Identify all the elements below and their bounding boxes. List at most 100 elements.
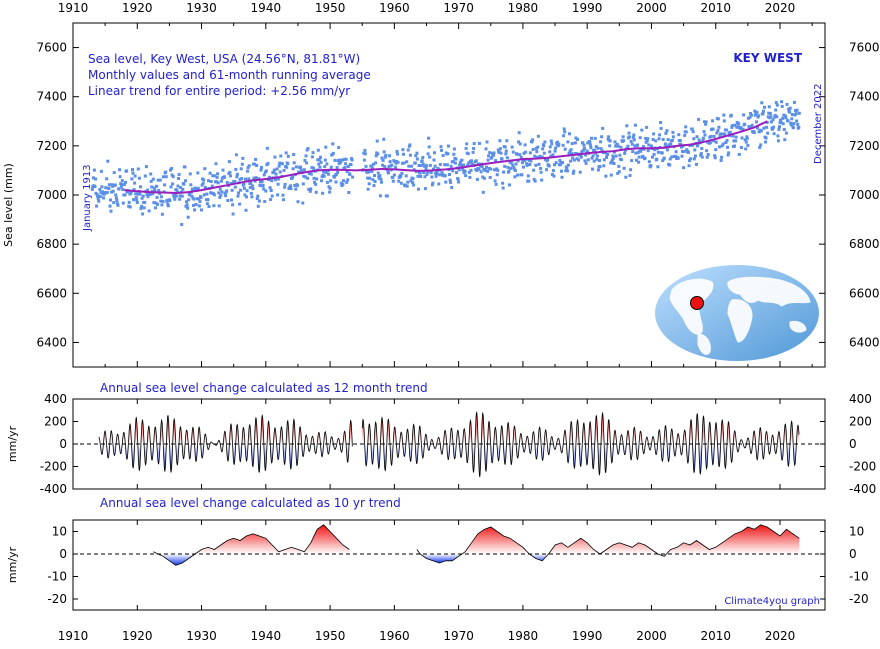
trend10-y-tick-right: 0 — [849, 547, 857, 561]
monthly-value-point — [486, 158, 490, 162]
monthly-value-point — [742, 113, 746, 117]
monthly-value-point — [181, 187, 185, 191]
monthly-value-point — [189, 183, 193, 187]
monthly-value-point — [396, 160, 400, 164]
x-tick-label-top: 2020 — [765, 1, 796, 15]
monthly-value-point — [514, 162, 518, 166]
monthly-value-point — [525, 163, 529, 167]
monthly-value-point — [346, 165, 350, 168]
monthly-value-point — [575, 152, 578, 156]
monthly-value-point — [260, 180, 264, 183]
monthly-value-point — [245, 189, 249, 193]
monthly-value-point — [722, 119, 726, 123]
monthly-value-point — [134, 192, 138, 196]
station-label: KEY WEST — [733, 51, 802, 65]
monthly-value-point — [485, 140, 489, 144]
trend12-y-tick-right: -400 — [849, 482, 876, 496]
monthly-value-point — [302, 168, 306, 172]
monthly-value-point — [196, 186, 200, 190]
monthly-value-point — [221, 168, 225, 172]
monthly-value-point — [336, 159, 340, 163]
monthly-value-point — [729, 113, 733, 117]
monthly-value-point — [661, 138, 665, 141]
monthly-value-point — [756, 126, 759, 130]
monthly-value-point — [530, 140, 534, 144]
location-marker — [690, 296, 704, 310]
monthly-value-point — [766, 131, 770, 135]
x-tick-label-top: 1950 — [315, 1, 346, 15]
monthly-value-point — [121, 188, 125, 191]
monthly-value-point — [644, 136, 648, 140]
monthly-value-point — [515, 152, 519, 156]
monthly-value-point — [717, 125, 721, 129]
monthly-value-point — [210, 191, 214, 195]
monthly-value-point — [632, 138, 636, 142]
monthly-value-point — [743, 122, 747, 126]
trend12-y-tick-right: -200 — [849, 460, 876, 474]
monthly-value-point — [508, 183, 511, 187]
monthly-value-point — [545, 168, 548, 172]
trend12-y-tick-left: -200 — [40, 460, 67, 474]
monthly-value-point — [426, 152, 430, 156]
monthly-value-point — [691, 130, 695, 134]
monthly-value-point — [611, 154, 615, 158]
monthly-value-point — [511, 150, 515, 154]
monthly-value-point — [205, 192, 209, 196]
monthly-value-point — [705, 155, 709, 159]
monthly-value-point — [323, 165, 327, 169]
monthly-value-point — [367, 182, 371, 186]
monthly-value-point — [752, 131, 756, 135]
monthly-value-point — [595, 154, 599, 158]
monthly-value-point — [765, 125, 769, 129]
monthly-value-point — [494, 182, 498, 186]
y-tick-label-left: 7400 — [36, 90, 67, 104]
monthly-value-point — [523, 143, 527, 147]
monthly-value-point — [258, 184, 262, 187]
x-tick-label-top: 1970 — [443, 1, 474, 15]
monthly-value-point — [749, 112, 752, 115]
monthly-value-point — [771, 127, 774, 131]
monthly-value-point — [263, 200, 267, 203]
monthly-value-point — [328, 190, 332, 194]
monthly-value-point — [781, 116, 785, 120]
monthly-value-point — [563, 147, 567, 151]
monthly-value-point — [197, 204, 201, 208]
monthly-value-point — [177, 173, 181, 176]
monthly-value-point — [277, 164, 281, 168]
monthly-value-point — [171, 175, 175, 179]
monthly-value-point — [688, 159, 691, 163]
monthly-value-point — [538, 154, 542, 158]
monthly-value-point — [560, 175, 564, 179]
monthly-value-point — [451, 169, 455, 173]
monthly-value-point — [178, 197, 182, 201]
monthly-value-point — [572, 169, 576, 173]
monthly-value-point — [477, 167, 481, 171]
monthly-value-point — [119, 185, 123, 189]
monthly-value-point — [551, 153, 555, 157]
monthly-value-point — [431, 181, 435, 185]
monthly-value-point — [629, 168, 633, 172]
monthly-value-point — [736, 125, 740, 129]
monthly-value-point — [320, 179, 323, 183]
monthly-value-point — [299, 168, 303, 172]
monthly-value-point — [149, 179, 153, 183]
monthly-value-point — [696, 144, 699, 148]
monthly-value-point — [489, 167, 493, 171]
monthly-value-point — [319, 160, 323, 164]
monthly-value-point — [677, 133, 681, 137]
monthly-value-point — [286, 154, 290, 158]
monthly-value-point — [784, 131, 788, 135]
monthly-value-point — [303, 158, 307, 162]
monthly-value-point — [117, 187, 121, 191]
monthly-value-point — [428, 155, 432, 159]
monthly-value-point — [788, 106, 792, 110]
monthly-value-point — [427, 145, 431, 149]
monthly-value-point — [318, 165, 322, 169]
monthly-value-point — [314, 182, 318, 186]
monthly-value-point — [639, 149, 643, 153]
monthly-value-point — [566, 163, 570, 167]
monthly-value-point — [667, 143, 671, 147]
monthly-value-point — [135, 198, 139, 202]
monthly-value-point — [343, 165, 347, 169]
monthly-value-point — [391, 175, 395, 179]
